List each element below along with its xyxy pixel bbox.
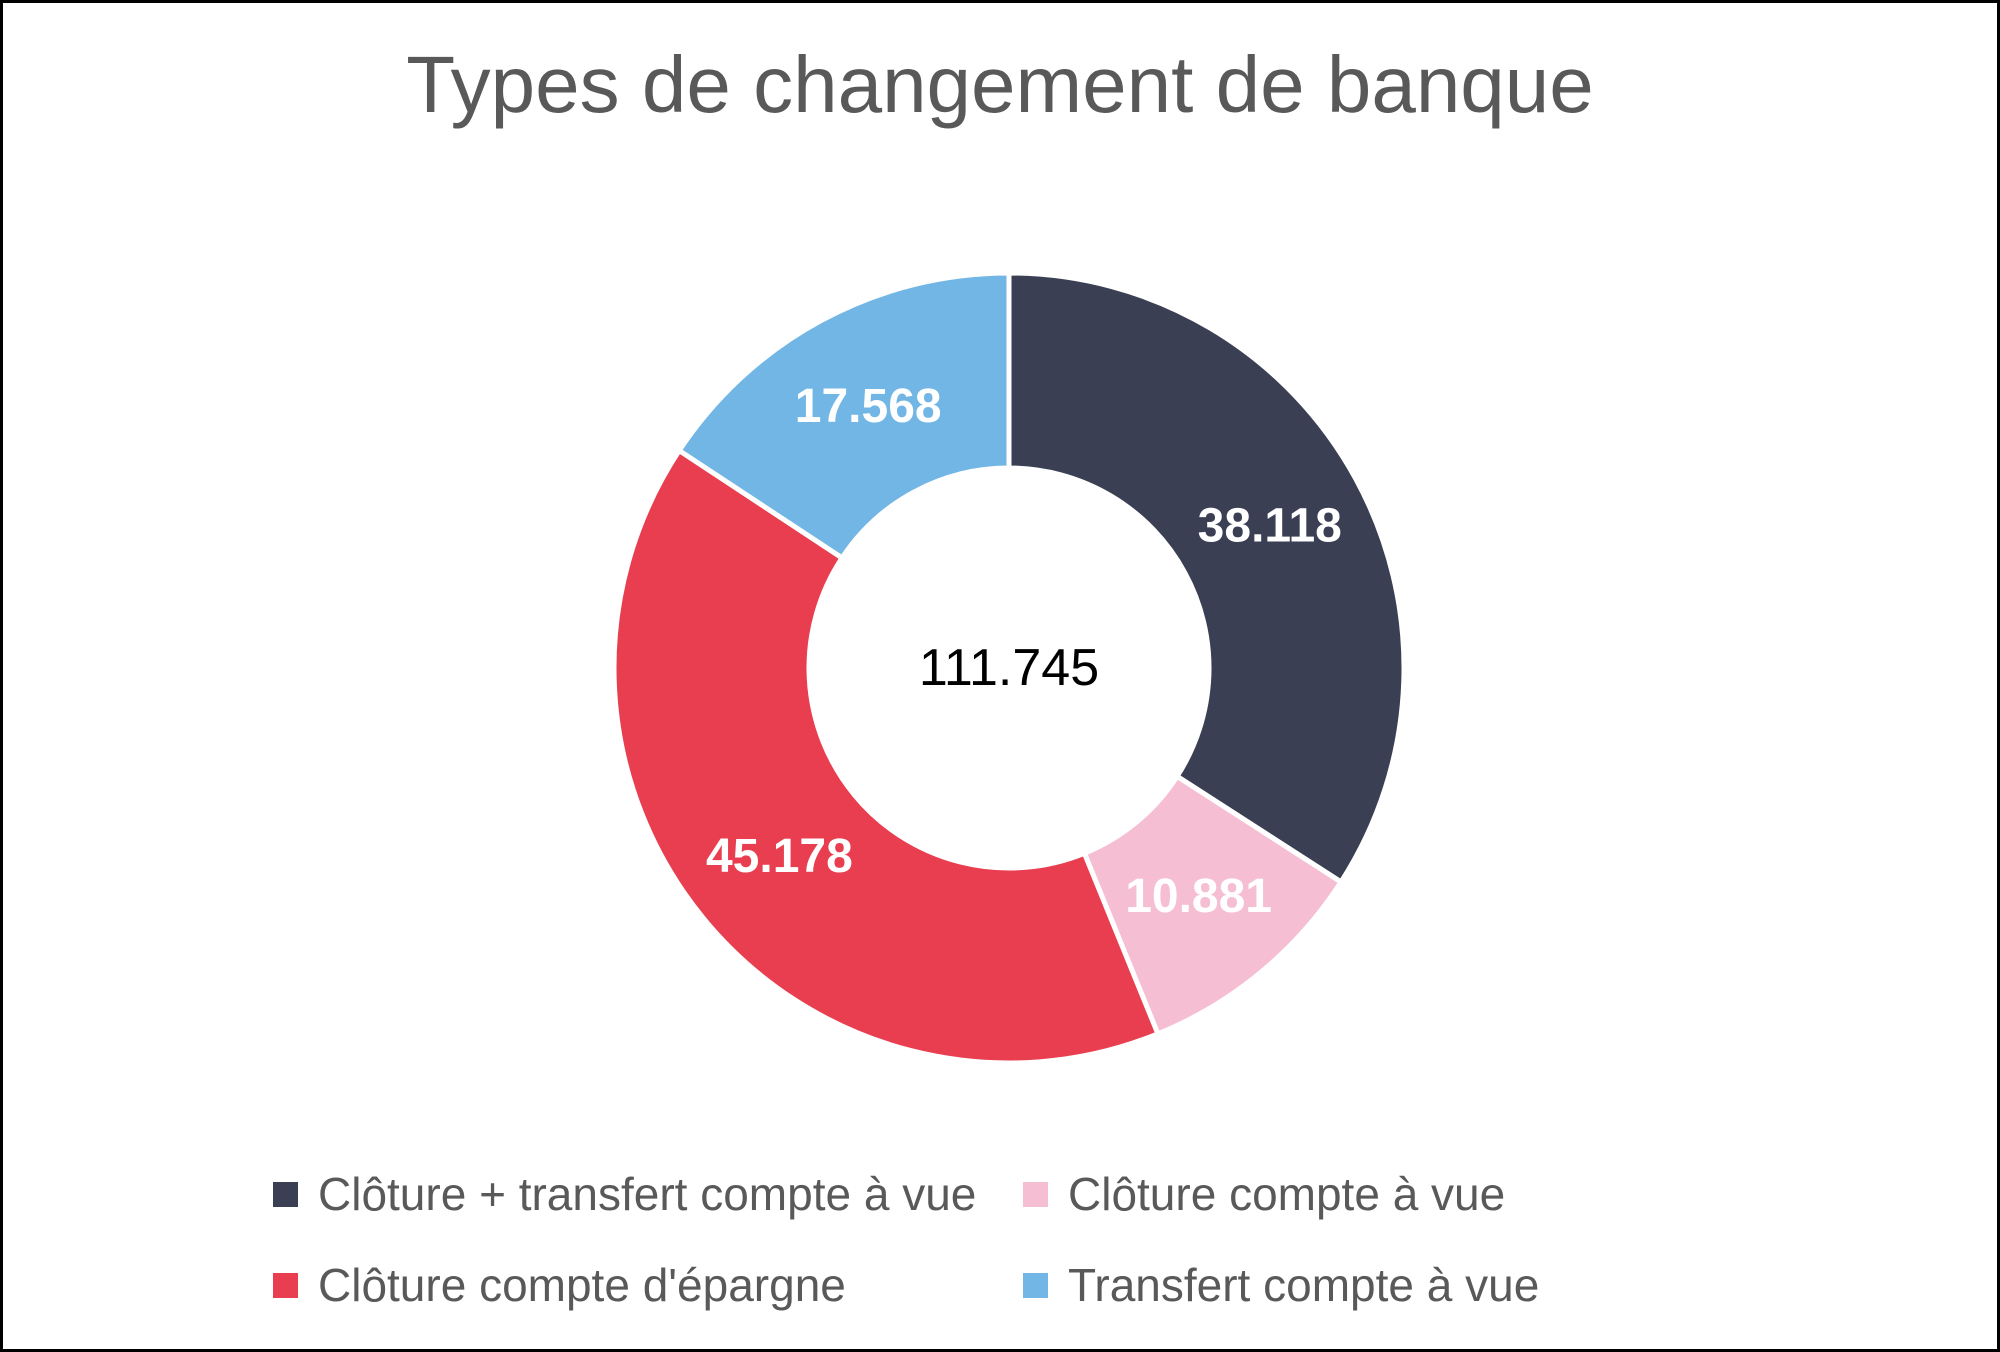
slice-value-label-0: 38.118 [1198, 499, 1342, 552]
legend-label: Clôture + transfert compte à vue [318, 1168, 977, 1220]
legend-item-transfert-compte-a-vue: Transfert compte à vue [1023, 1258, 1539, 1313]
slice-value-label-1: 10.881 [1125, 870, 1272, 923]
slice-value-label-2: 45.178 [706, 830, 853, 883]
legend-swatch-icon [273, 1182, 298, 1208]
chart-legend: Clôture + transfert compte à vue Clôture… [273, 1167, 1539, 1313]
chart-title: Types de changement de banque [406, 40, 1594, 129]
legend-item-cloture-transfert-compte-a-vue: Clôture + transfert compte à vue [273, 1167, 1023, 1222]
legend-label: Transfert compte à vue [1068, 1259, 1540, 1312]
legend-label: Clôture compte d'épargne [318, 1259, 846, 1312]
legend-swatch-icon [273, 1273, 298, 1299]
legend-swatch-icon [1023, 1273, 1048, 1299]
donut-slice-2 [611, 448, 1161, 1066]
donut-center-total: 111.745 [919, 639, 1099, 697]
legend-label: Clôture compte à vue [1068, 1168, 1506, 1220]
legend-item-cloture-compte-epargne: Clôture compte d'épargne [273, 1258, 1023, 1313]
legend-item-cloture-compte-a-vue: Clôture compte à vue [1023, 1167, 1539, 1222]
donut-slice-3 [676, 270, 1012, 561]
legend-swatch-icon [1023, 1182, 1048, 1208]
donut-slice-0 [1006, 270, 1407, 885]
donut-chart: 38.118 10.881 45.178 17.568 111.745 [611, 270, 1407, 1066]
slice-value-label-3: 17.568 [795, 380, 942, 433]
